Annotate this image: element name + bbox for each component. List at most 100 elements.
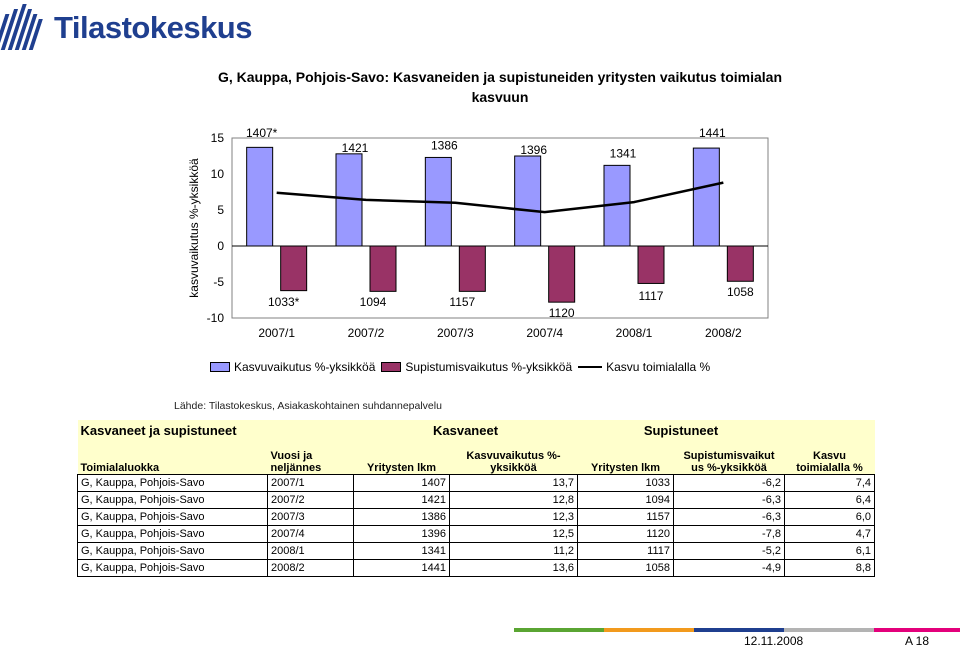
table-group-header-shrunk: Supistuneet bbox=[577, 420, 785, 440]
y-tick-label: 5 bbox=[217, 203, 224, 217]
table-column-header-line: Vuosi ja bbox=[270, 450, 313, 462]
series-line-total bbox=[276, 181, 724, 214]
table-cell: 8,8 bbox=[784, 559, 876, 577]
table-column-header: Toimialaluokka bbox=[77, 440, 268, 475]
table-column-header-line: toimialalla % bbox=[796, 462, 863, 474]
bar-shrink bbox=[369, 245, 397, 292]
y-tick-label: -10 bbox=[207, 311, 225, 325]
bar-shrink bbox=[280, 245, 308, 292]
table-cell: 2007/1 bbox=[267, 474, 354, 492]
data-table: Kasvaneet ja supistuneet Kasvaneet Supis… bbox=[77, 420, 876, 577]
table-cell: G, Kauppa, Pohjois-Savo bbox=[77, 542, 268, 560]
chart-title: G, Kauppa, Pohjois-Savo: Kasvaneiden ja … bbox=[217, 69, 783, 105]
table-column-header-line: us %-yksikköä bbox=[691, 462, 767, 474]
tilastokeskus-logo: Tilastokeskus bbox=[0, 0, 260, 60]
table-group-header-main: Kasvaneet ja supistuneet bbox=[77, 420, 354, 440]
table-column-header-line: neljännes bbox=[270, 462, 322, 474]
table-group-header-blank bbox=[784, 420, 875, 440]
table-column-header-line: Toimialaluokka bbox=[80, 462, 160, 474]
bar-growth bbox=[246, 146, 274, 247]
table-cell: 2007/2 bbox=[267, 491, 354, 509]
table-cell: -5,2 bbox=[673, 542, 786, 560]
legend-label-total: Kasvu toimialalla % bbox=[606, 360, 711, 374]
table-cell: 11,2 bbox=[448, 542, 579, 560]
table-column-header-row: Toimialaluokka Vuosi ja neljännes Yritysten… bbox=[77, 440, 875, 475]
table-cell: -6,2 bbox=[673, 474, 786, 492]
footer-date: 12.11.2008 bbox=[744, 634, 804, 648]
x-tick-label: 2007/4 bbox=[526, 326, 563, 340]
table-cell: 1441 bbox=[353, 559, 450, 577]
bar-growth bbox=[692, 147, 720, 247]
x-tick-label: 2008/2 bbox=[705, 326, 742, 340]
bar-shrink bbox=[548, 245, 576, 303]
table-cell: G, Kauppa, Pohjois-Savo bbox=[77, 474, 268, 492]
bar-label-growth: 1441 bbox=[699, 126, 726, 140]
table-row: G, Kauppa, Pohjois-Savo 2008/1 1341 11,2 111… bbox=[77, 542, 876, 560]
table-cell: 1117 bbox=[577, 542, 675, 560]
table-cell: 2007/3 bbox=[267, 508, 354, 526]
x-tick-label: 2007/2 bbox=[348, 326, 385, 340]
table-cell: 1033 bbox=[577, 474, 675, 492]
table-cell: 13,6 bbox=[448, 559, 579, 577]
table-row: G, Kauppa, Pohjois-Savo 2007/3 1386 12,3 115… bbox=[77, 508, 876, 526]
y-tick-label: 15 bbox=[211, 131, 225, 145]
footer-page-number: A 18 bbox=[905, 634, 930, 648]
legend-swatch-total bbox=[578, 366, 603, 368]
table-column-header: Vuosi ja neljännes bbox=[267, 440, 354, 475]
table-cell: -4,9 bbox=[673, 559, 786, 577]
bar-label-shrink: 1033* bbox=[268, 295, 300, 309]
plot-area bbox=[231, 137, 769, 319]
x-tick-label: 2007/1 bbox=[258, 326, 295, 340]
bar-label-growth: 1386 bbox=[431, 138, 458, 152]
table-column-header-line: Kasvuvaikutus %- bbox=[466, 450, 561, 462]
table-column-header-line: Kasvu bbox=[813, 450, 847, 462]
table-cell: 2008/2 bbox=[267, 559, 354, 577]
table-row: G, Kauppa, Pohjois-Savo 2007/4 1396 12,5 112… bbox=[77, 525, 876, 543]
bar-label-growth: 1421 bbox=[342, 141, 369, 155]
x-tick-label: 2008/1 bbox=[616, 326, 653, 340]
source-note: Lähde: Tilastokeskus, Asiakaskohtainen s… bbox=[174, 400, 442, 412]
y-tick-label: 10 bbox=[211, 167, 225, 181]
table-cell: 1120 bbox=[577, 525, 675, 543]
table-cell: 2008/1 bbox=[267, 542, 354, 560]
table-cell: G, Kauppa, Pohjois-Savo bbox=[77, 559, 268, 577]
bar-label-shrink: 1094 bbox=[360, 295, 387, 309]
legend-swatch-shrink bbox=[381, 362, 402, 372]
logo-stripes-icon bbox=[0, 4, 43, 50]
table-body: G, Kauppa, Pohjois-Savo 2007/1 1407 13,7 103… bbox=[77, 474, 876, 577]
bar-label-shrink: 1117 bbox=[639, 289, 664, 303]
table-cell: 2007/4 bbox=[267, 525, 354, 543]
bar-shrink bbox=[726, 245, 754, 282]
table-group-header-grown: Kasvaneet bbox=[353, 420, 578, 440]
y-axis-label: kasvuvaikutus %-yksikköä bbox=[187, 158, 201, 298]
chart-legend: Kasvuvaikutus %-yksikköä Supistumisvaiku… bbox=[210, 358, 716, 376]
table-column-header-line: Yritysten lkm bbox=[590, 462, 661, 474]
table-column-header-line: Yritysten lkm bbox=[366, 462, 437, 474]
table-column-header-line: Supistumisvaikut bbox=[683, 450, 775, 462]
table-row: G, Kauppa, Pohjois-Savo 2007/1 1407 13,7 103… bbox=[77, 474, 876, 492]
table-cell: 12,3 bbox=[448, 508, 579, 526]
table-cell: 12,8 bbox=[448, 491, 579, 509]
table-cell: -6,3 bbox=[673, 508, 786, 526]
y-tick-label: -5 bbox=[213, 275, 224, 289]
table-cell: 12,5 bbox=[448, 525, 579, 543]
table-row: G, Kauppa, Pohjois-Savo 2008/2 1441 13,6 105… bbox=[77, 559, 876, 577]
table-column-header-line: yksikköä bbox=[490, 462, 537, 474]
table-column-header: Yritysten lkm bbox=[577, 440, 674, 475]
bar-shrink bbox=[458, 245, 486, 292]
table-cell: G, Kauppa, Pohjois-Savo bbox=[77, 525, 268, 543]
table-cell: 13,7 bbox=[448, 474, 579, 492]
legend-item-total: Kasvu toimialalla % bbox=[578, 360, 710, 374]
table-cell: 1341 bbox=[353, 542, 450, 560]
bar-label-shrink: 1120 bbox=[549, 306, 575, 320]
table-cell: 6,0 bbox=[784, 508, 876, 526]
table-column-header: Kasvuvaikutus %- yksikköä bbox=[449, 440, 578, 475]
table-column-header: Kasvu toimialalla % bbox=[784, 440, 875, 475]
table-cell: 1094 bbox=[577, 491, 675, 509]
footer-color-bar bbox=[514, 628, 960, 632]
bar-label-growth: 1396 bbox=[520, 143, 547, 157]
table-cell: 1421 bbox=[353, 491, 450, 509]
table-column-header: Yritysten lkm bbox=[353, 440, 450, 475]
bar-label-shrink: 1157 bbox=[449, 295, 475, 309]
table-cell: 1058 bbox=[577, 559, 675, 577]
